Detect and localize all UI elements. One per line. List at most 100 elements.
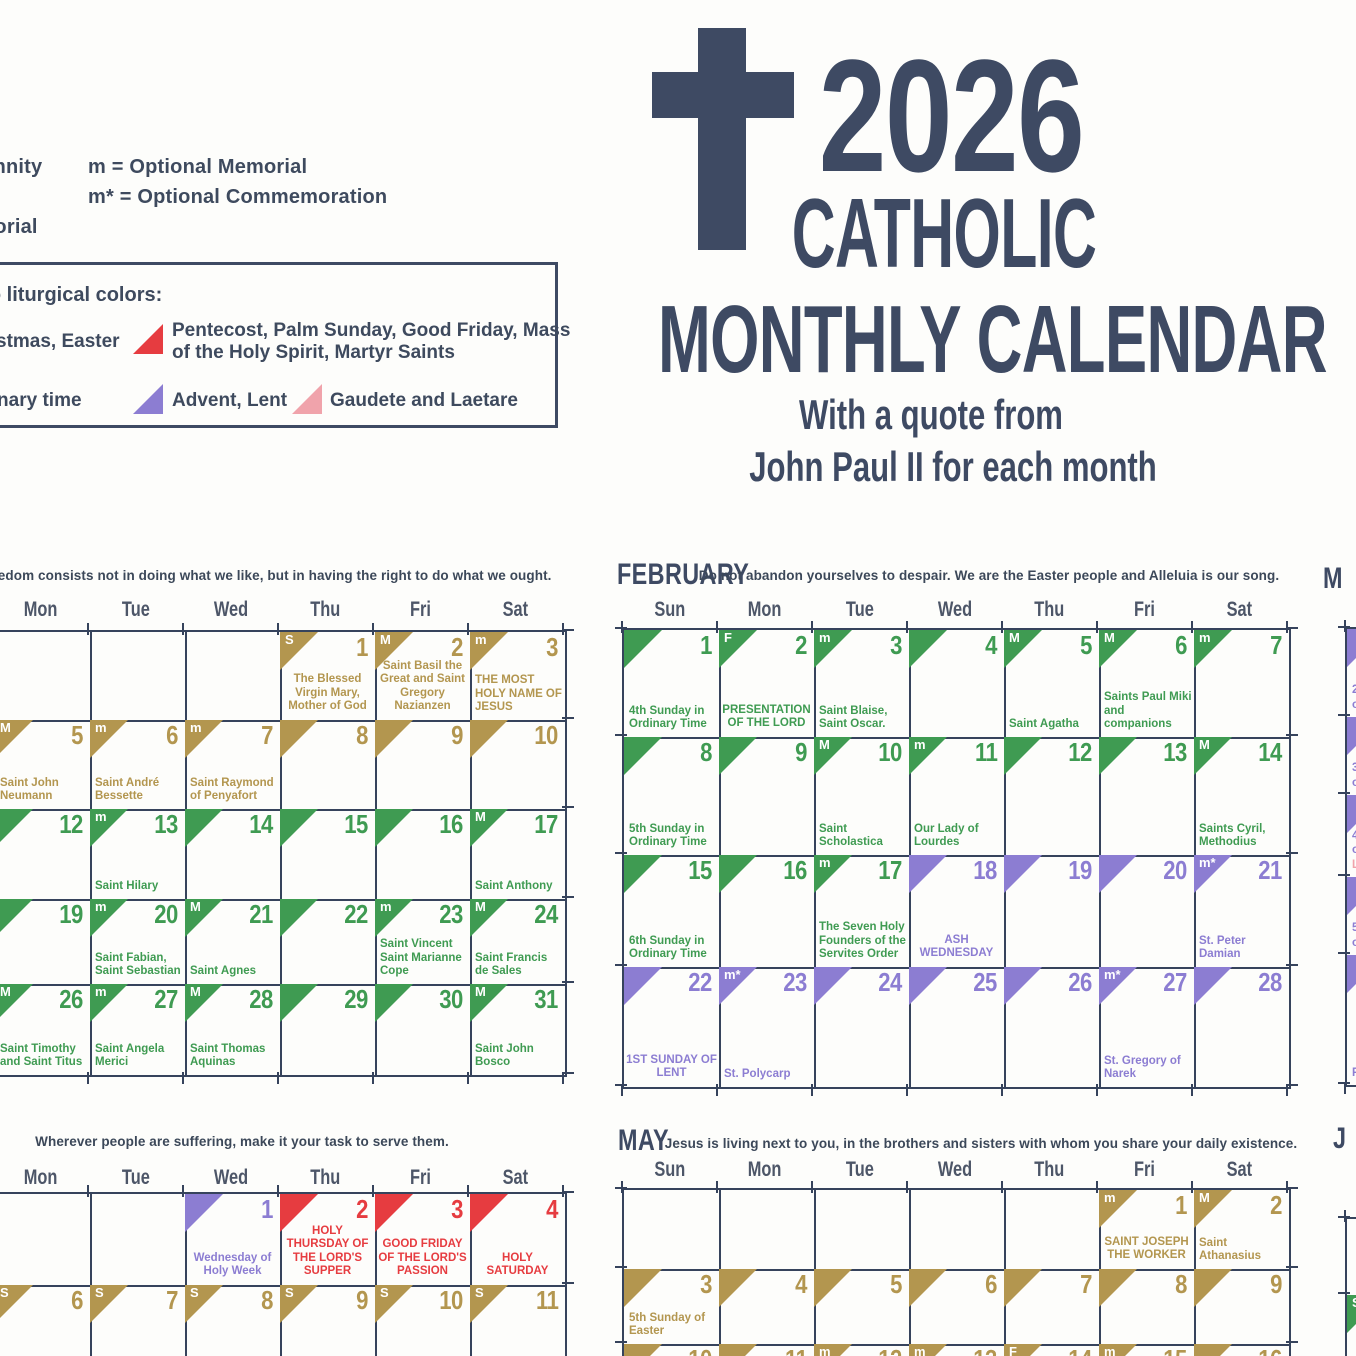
day-header: Mon (717, 598, 812, 622)
liturgical-color-triangle (185, 899, 223, 937)
liturgical-color-triangle (909, 1269, 947, 1307)
day-cell: m* 27 St. Gregory of Narek (1099, 967, 1196, 1087)
grid-tick (615, 964, 627, 966)
day-number: 9 (356, 1285, 368, 1315)
liturgical-color-triangle (1099, 967, 1137, 1005)
day-header: Sun (622, 1158, 717, 1182)
grid-tick (1338, 1292, 1350, 1294)
liturgical-color-triangle (624, 967, 662, 1005)
liturgical-color-triangle (0, 984, 33, 1022)
day-cell (90, 632, 187, 722)
liturgical-color-triangle (909, 855, 947, 893)
day-header-label: Fri (1134, 598, 1155, 621)
feast-label: Saint Vincent Saint Marianne Cope (380, 938, 462, 978)
legend-abbr-solemnity: S = Solemnity (0, 156, 43, 178)
month-grid: 1 Wednesday of Holy Week 2 HOLY THURSDAY OF… (0, 1185, 574, 1356)
rank-letter: M (1104, 630, 1115, 645)
liturgical-color-triangle (1347, 717, 1356, 755)
feast-label: HOLY THURSDAY OF THE LORD'S SUPPER (286, 1224, 369, 1278)
rank-letter: m (380, 899, 392, 914)
rank-letter: M (0, 984, 11, 999)
grid-tick (906, 1181, 908, 1193)
liturgical-color-triangle (375, 1285, 413, 1323)
day-number: 5 (1080, 630, 1092, 660)
legend-abbr-optional-commemoration: m* = Optional Commemoration (88, 186, 388, 208)
liturgical-color-triangle (624, 1269, 662, 1307)
day-number: 20 (154, 899, 178, 929)
liturgical-color-triangle (280, 632, 318, 670)
day-number: 27 (154, 984, 178, 1014)
day-number: 16 (439, 809, 463, 839)
day-number: 24 (534, 899, 558, 929)
day-number: 26 (1068, 967, 1092, 997)
day-number: 6 (166, 720, 178, 750)
day-cell: 14 (185, 809, 282, 901)
liturgical-color-triangle (814, 1344, 852, 1356)
grid-tick (1338, 874, 1350, 876)
day-number: 13 (973, 1346, 997, 1356)
day-cell: m 1 SAINT JOSEPH THE WORKER (1099, 1190, 1196, 1271)
day-header: Sat (468, 1166, 563, 1190)
grid-tick (562, 981, 574, 983)
liturgical-color-triangle (470, 984, 508, 1022)
liturgical-color-triangle (1194, 855, 1232, 893)
rank-letter: m (95, 720, 107, 735)
feast-label: Saints Cyril, Methodius (1199, 822, 1266, 849)
day-cell: M 31 Saint John Bosco (470, 984, 565, 1075)
day-number: 22 (344, 899, 368, 929)
day-cell: S 1 The Blessed Virgin Mary, Mother of God (280, 632, 377, 722)
liturgical-color-triangle (185, 984, 223, 1022)
feast-label: Saint John Neumann (0, 776, 59, 803)
liturgical-color-triangle (1004, 630, 1042, 668)
day-number: 3 (451, 1194, 463, 1224)
grid-tick (1096, 621, 1098, 633)
grid-tick (87, 1185, 89, 1197)
liturgical-color-triangle (0, 1285, 33, 1323)
grid-tick (1096, 1181, 1098, 1193)
feast-label: Saint Athanasius (1199, 1236, 1261, 1263)
day-number: 22 (688, 967, 712, 997)
feast-label: Saint Blaise, Saint Oscar. (819, 704, 888, 731)
day-number: 8 (700, 737, 712, 767)
grid-tick (277, 1185, 279, 1197)
day-cell: 16 (1194, 1344, 1289, 1356)
liturgical-color-triangle (624, 855, 662, 893)
day-number: 1 (356, 632, 368, 662)
liturgical-color-triangle (185, 720, 223, 758)
feast-label: PRESENTATION OF THE LORD (722, 703, 811, 730)
rank-letter: M (475, 899, 486, 914)
rank-letter: M (1199, 1190, 1210, 1205)
day-header-label: Fri (410, 598, 431, 621)
day-cell: 4 (909, 630, 1006, 739)
day-header: Sat (468, 598, 563, 622)
rank-letter: M (190, 984, 201, 999)
rank-letter: M (475, 809, 486, 824)
grid-tick (811, 621, 813, 633)
rank-letter: M (0, 720, 11, 735)
grid-tick (906, 1084, 908, 1096)
day-cell: F 14 (1004, 1344, 1101, 1356)
day-header: Sat (1192, 1158, 1287, 1182)
liturgical-color-triangle (1004, 737, 1042, 775)
feast-label-fragment: L (1352, 858, 1356, 871)
day-cell: m 11 Our Lady of Lourdes (909, 737, 1006, 857)
day-header: Mon (0, 598, 88, 622)
day-cell (719, 1190, 816, 1271)
liturgical-color-triangle (90, 899, 128, 937)
day-number: 3 (546, 632, 558, 662)
feast-label: 5th Sunday in Ordinary Time (629, 822, 707, 849)
rank-letter: M (1009, 630, 1020, 645)
day-header-label: Thu (1034, 1158, 1065, 1181)
grid-tick (1001, 1181, 1003, 1193)
grid-tick (87, 1072, 89, 1084)
day-number: 2 (1270, 1190, 1282, 1220)
day-cell: 15 6th Sunday in Ordinary Time (624, 855, 721, 969)
day-header-label: Tue (845, 598, 874, 621)
rank-letter: S (285, 1285, 294, 1300)
feast-label-fragment: P (1352, 1066, 1356, 1079)
